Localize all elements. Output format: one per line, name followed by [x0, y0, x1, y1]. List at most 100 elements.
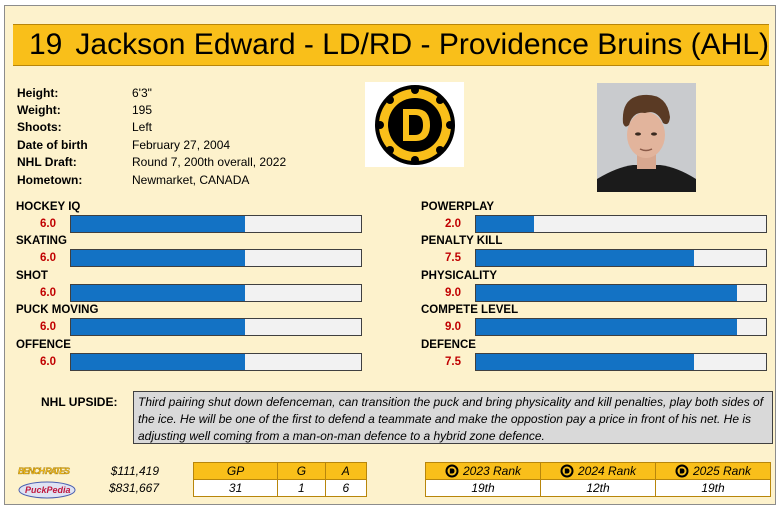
info-value: Round 7, 200th overall, 2022 [132, 155, 287, 170]
stats-table: GP G A 31 1 6 [192, 462, 368, 497]
upside-label: NHL UPSIDE: [41, 395, 118, 409]
player-title: Jackson Edward - LD/RD - Providence Brui… [75, 28, 769, 61]
skill-name: POWERPLAY [421, 201, 495, 213]
skill-bar-fill [71, 319, 245, 335]
info-label: Hometown: [17, 172, 83, 187]
info-value: 6'3" [132, 85, 152, 100]
skill-bar-fill [476, 250, 694, 266]
player-card: 19 Jackson Edward - LD/RD - Providence B… [4, 5, 776, 505]
skill-bar-fill [71, 216, 245, 232]
skill-bar-fill [71, 354, 245, 370]
rank-header-label: 2024 Rank [577, 464, 637, 478]
team-logo [365, 82, 464, 167]
skill-name: DEFENCE [421, 339, 476, 351]
skill-bar [475, 249, 767, 267]
skill-bar-fill [476, 216, 534, 232]
skill-value: 9.0 [445, 287, 461, 299]
stat-header-a: A [324, 462, 368, 480]
rank-header-label: 2023 Rank [462, 464, 522, 478]
jersey-number: 19 [29, 28, 63, 61]
skill-penalty-kill: PENALTY KILL 7.5 [421, 235, 780, 268]
bench-rates-logo: BENCH RATES [18, 466, 70, 476]
skill-hockey-iq: HOCKEY IQ 6.0 [16, 201, 376, 234]
info-row-draft: NHL Draft: Round 7, 200th overall, 2022 [17, 154, 286, 171]
rank-header-2025: 2025 Rank [655, 462, 771, 480]
rank-value-2025: 19th [655, 479, 771, 497]
bruins-badge-icon [560, 464, 574, 478]
info-row-dob: Date of birth February 27, 2004 [17, 136, 286, 153]
player-info: Height: 6'3" Weight: 195 Shoots: Left Da… [17, 84, 286, 188]
bruins-logo-icon [374, 84, 455, 165]
brand-logos: BENCH RATES PuckPedia [17, 461, 89, 501]
skill-shot: SHOT 6.0 [16, 270, 376, 303]
skill-name: SKATING [16, 235, 67, 247]
rank-value-2024: 12th [540, 479, 656, 497]
skill-name: SHOT [16, 270, 48, 282]
skill-defence: DEFENCE 7.5 [421, 339, 780, 372]
salary-puck-pedia: $831,667 [108, 481, 159, 495]
skill-value: 6.0 [40, 287, 56, 299]
rank-value-2023: 19th [425, 479, 541, 497]
skill-name: PUCK MOVING [16, 304, 99, 316]
skill-bar [70, 284, 362, 302]
stat-value-gp: 31 [192, 479, 279, 497]
info-value: 195 [132, 103, 153, 118]
skill-value: 2.0 [445, 218, 461, 230]
skill-bar [70, 353, 362, 371]
skill-physicality: PHYSICALITY 9.0 [421, 270, 780, 303]
salary-bench-rates: $111,419 [110, 464, 159, 478]
skill-bar [70, 215, 362, 233]
skill-offence: OFFENCE 6.0 [16, 339, 376, 372]
info-row-shoots: Shoots: Left [17, 119, 286, 136]
skill-value: 6.0 [40, 252, 56, 264]
skill-value: 7.5 [445, 252, 461, 264]
info-row-hometown: Hometown: Newmarket, CANADA [17, 171, 286, 188]
stat-value-a: 6 [324, 479, 368, 497]
rank-header-2023: 2023 Rank [425, 462, 541, 480]
info-label: Date of birth [17, 137, 88, 152]
puck-pedia-logo: PuckPedia [25, 485, 71, 495]
skill-value: 6.0 [40, 356, 56, 368]
ranks-table: 2023 Rank 2024 Rank 2025 Rank 19th 12th … [425, 462, 771, 497]
info-label: Shoots: [17, 120, 62, 135]
skill-bar-fill [71, 285, 245, 301]
info-label: Weight: [17, 103, 61, 118]
stat-header-gp: GP [192, 462, 279, 480]
bruins-badge-icon [445, 464, 459, 478]
skill-value: 7.5 [445, 356, 461, 368]
skill-name: PHYSICALITY [421, 270, 498, 282]
skill-bar [475, 215, 767, 233]
rank-header-2024: 2024 Rank [540, 462, 656, 480]
skill-puck-moving: PUCK MOVING 6.0 [16, 304, 376, 337]
skill-name: COMPETE LEVEL [421, 304, 519, 316]
skill-bar [70, 249, 362, 267]
skill-value: 6.0 [40, 218, 56, 230]
skill-bar-fill [476, 354, 694, 370]
info-row-weight: Weight: 195 [17, 101, 286, 118]
salaries: $111,419 $831,667 [101, 463, 159, 497]
info-label: Height: [17, 85, 59, 100]
skill-value: 9.0 [445, 321, 461, 333]
player-photo [597, 83, 696, 192]
skill-bar-fill [71, 250, 245, 266]
skill-bar [475, 318, 767, 336]
skill-skating: SKATING 6.0 [16, 235, 376, 268]
bruins-badge-icon [675, 464, 689, 478]
skill-name: PENALTY KILL [421, 235, 503, 247]
skill-value: 6.0 [40, 321, 56, 333]
info-row-height: Height: 6'3" [17, 84, 286, 101]
skill-bar [475, 284, 767, 302]
skill-bar [475, 353, 767, 371]
skill-bar [70, 318, 362, 336]
skill-bar-fill [476, 285, 737, 301]
stat-header-g: G [277, 462, 326, 480]
skill-bar-fill [476, 319, 737, 335]
info-value: Left [132, 120, 153, 135]
skill-compete-level: COMPETE LEVEL 9.0 [421, 304, 780, 337]
rank-header-label: 2025 Rank [692, 464, 752, 478]
info-value: Newmarket, CANADA [132, 172, 250, 187]
info-label: NHL Draft: [17, 155, 77, 170]
skill-powerplay: POWERPLAY 2.0 [421, 201, 780, 234]
player-header: 19 Jackson Edward - LD/RD - Providence B… [13, 24, 769, 66]
skill-name: OFFENCE [16, 339, 71, 351]
